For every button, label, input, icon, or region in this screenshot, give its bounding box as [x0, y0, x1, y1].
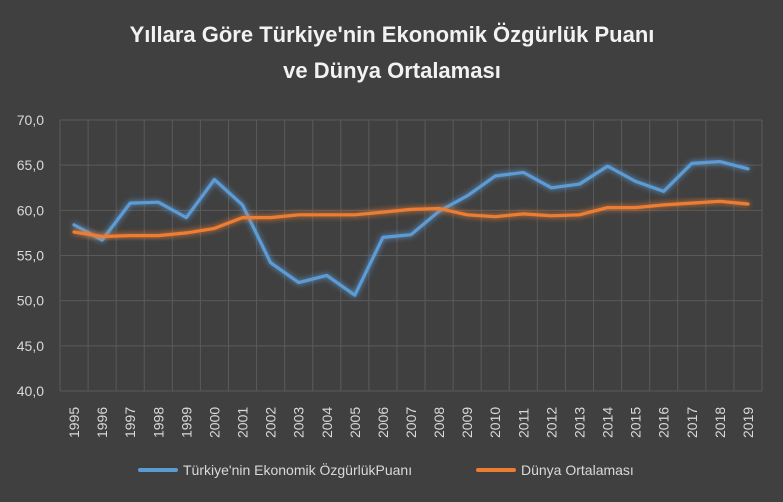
x-tick-label: 2019	[740, 407, 756, 438]
x-tick-label: 1995	[66, 407, 82, 438]
x-tick-label: 2011	[515, 408, 531, 438]
x-tick-label: 2005	[347, 407, 363, 438]
x-tick-label: 2003	[291, 407, 307, 438]
y-tick-label: 70,0	[17, 112, 44, 128]
x-tick-label: 2001	[235, 407, 251, 438]
x-tick-label: 2002	[263, 407, 279, 438]
y-axis-ticks: 40,0 45,0 50,0 55,0 60,0 65,0 70,0	[17, 112, 44, 399]
x-tick-label: 1999	[178, 407, 194, 438]
x-tick-label: 2004	[319, 407, 335, 438]
x-tick-label: 2008	[431, 407, 447, 438]
x-tick-label: 1997	[122, 407, 138, 438]
x-tick-label: 1996	[94, 407, 110, 438]
x-tick-label: 2014	[600, 407, 616, 438]
x-tick-label: 2009	[459, 407, 475, 438]
series-lines	[72, 160, 750, 297]
x-tick-label: 2012	[543, 407, 559, 438]
y-tick-label: 65,0	[17, 157, 44, 173]
x-tick-label: 2000	[206, 407, 222, 438]
chart-title-line-2: ve Dünya Ortalaması	[283, 58, 501, 83]
series-line-dunya	[72, 199, 750, 239]
y-tick-label: 50,0	[17, 293, 44, 309]
x-axis-ticks: 1995 1996 1997 1998 1999 2000 2001 2002 2003 2004…	[66, 407, 756, 438]
legend: Türkiye'nin Ekonomik ÖzgürlükPuanı Dünya…	[138, 461, 634, 478]
x-tick-label: 2007	[403, 407, 419, 438]
y-tick-label: 40,0	[17, 383, 44, 399]
x-tick-label: 2016	[656, 407, 672, 438]
x-tick-label: 2006	[375, 407, 391, 438]
x-tick-label: 2017	[684, 407, 700, 438]
x-tick-label: 2013	[571, 407, 587, 438]
x-tick-label: 2010	[487, 407, 503, 438]
legend-label-dunya: Dünya Ortalaması	[521, 462, 634, 478]
y-tick-label: 55,0	[17, 248, 44, 264]
grid	[59, 119, 763, 392]
x-tick-label: 2015	[628, 407, 644, 438]
y-tick-label: 60,0	[17, 202, 44, 218]
y-tick-label: 45,0	[17, 338, 44, 354]
x-tick-label: 2018	[712, 407, 728, 438]
series-line-turkiye	[72, 160, 750, 297]
chart-title-line-1: Yıllara Göre Türkiye'nin Ekonomik Özgürl…	[130, 22, 655, 47]
x-tick-label: 1998	[150, 407, 166, 438]
legend-label-turkiye: Türkiye'nin Ekonomik ÖzgürlükPuanı	[183, 461, 412, 478]
